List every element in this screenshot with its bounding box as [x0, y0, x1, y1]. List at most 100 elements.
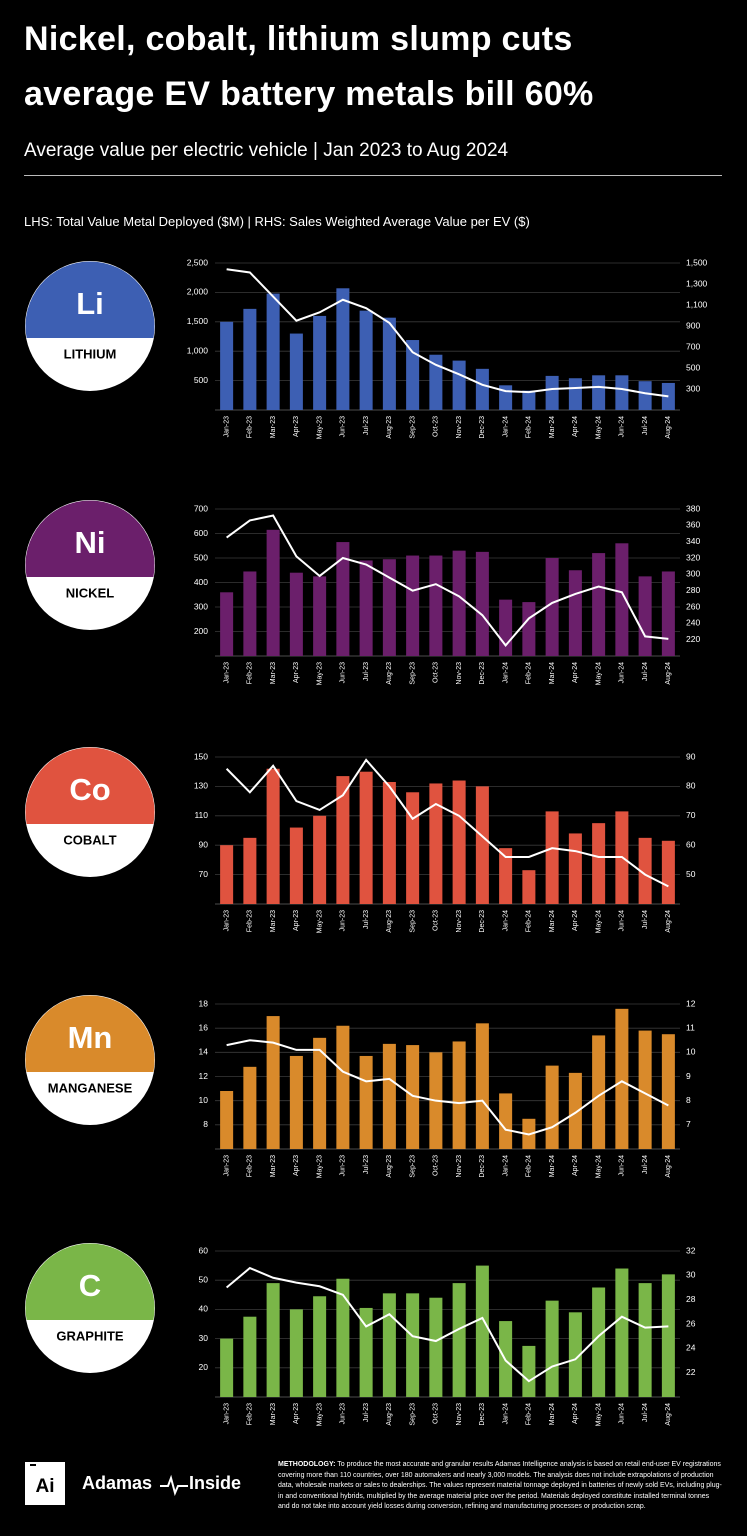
- badge-top: [25, 261, 155, 338]
- bar: [638, 837, 652, 904]
- bar: [429, 555, 443, 656]
- x-tick-label: Jul-23: [363, 1403, 370, 1422]
- y2-tick-label: 360: [686, 520, 700, 530]
- x-tick-label: Apr-24: [572, 1403, 579, 1424]
- x-tick-label: Aug-24: [665, 1403, 672, 1426]
- badge-top: [25, 995, 155, 1072]
- x-tick-label: Aug-24: [665, 662, 672, 685]
- bar: [522, 602, 536, 656]
- bar: [545, 375, 559, 410]
- badge-label: NICKEL: [66, 585, 114, 600]
- bar: [475, 786, 489, 904]
- x-tick-label: Dec-23: [479, 1403, 486, 1426]
- bar: [220, 1338, 234, 1397]
- y-tick-label: 110: [194, 810, 208, 820]
- bar: [382, 317, 396, 410]
- x-tick-label: Nov-23: [456, 1155, 463, 1178]
- x-tick-label: Feb-23: [247, 416, 254, 438]
- x-tick-label: Apr-23: [293, 662, 300, 683]
- bar: [406, 792, 420, 904]
- y-tick-label: 10: [199, 1095, 209, 1105]
- bar: [359, 1307, 373, 1397]
- x-tick-label: Jul-24: [642, 910, 649, 929]
- x-tick-label: Jun-23: [340, 1155, 347, 1177]
- x-tick-label: Jul-24: [642, 1403, 649, 1422]
- x-tick-label: Aug-24: [665, 910, 672, 933]
- x-tick-label: May-24: [595, 910, 602, 933]
- y2-tick-label: 9: [686, 1071, 691, 1081]
- line: [226, 1039, 669, 1136]
- x-tick-label: Jun-24: [619, 910, 626, 932]
- x-tick-label: Mar-24: [549, 416, 556, 438]
- x-tick-label: Jun-23: [340, 662, 347, 684]
- y2-tick-label: 300: [686, 383, 700, 393]
- x-tick-label: Mar-23: [270, 1403, 277, 1425]
- bar: [475, 551, 489, 656]
- bar: [406, 1293, 420, 1397]
- x-tick-label: Oct-23: [433, 662, 440, 683]
- bar: [243, 837, 257, 904]
- x-tick-label: Oct-23: [433, 910, 440, 931]
- bar: [592, 1035, 606, 1149]
- bar: [289, 1055, 303, 1149]
- bar: [592, 375, 606, 410]
- bar: [592, 1287, 606, 1397]
- line: [226, 268, 669, 398]
- y-tick-label: 200: [194, 626, 208, 636]
- x-tick-label: Apr-23: [293, 910, 300, 931]
- brand: Inside: [189, 1473, 242, 1493]
- y2-tick-label: 22: [686, 1367, 696, 1377]
- bar: [266, 293, 280, 410]
- x-tick-label: Sep-23: [409, 1155, 416, 1178]
- x-tick-label: Feb-23: [247, 662, 254, 684]
- x-tick-label: Jan-23: [223, 1403, 230, 1425]
- y2-tick-label: 10: [686, 1047, 696, 1057]
- x-tick-label: Jan-24: [502, 910, 509, 932]
- x-tick-label: May-23: [316, 910, 323, 933]
- badge-label: LITHIUM: [64, 346, 117, 361]
- bar: [313, 1037, 327, 1149]
- y2-tick-label: 7: [686, 1119, 691, 1129]
- x-tick-label: Jan-23: [223, 662, 230, 684]
- y2-tick-label: 220: [686, 634, 700, 644]
- x-tick-label: Mar-24: [549, 1403, 556, 1425]
- bar: [499, 1093, 513, 1149]
- y-tick-label: 70: [199, 869, 209, 879]
- x-tick-label: Feb-24: [526, 416, 533, 438]
- y-tick-label: 8: [203, 1119, 208, 1129]
- bar: [289, 827, 303, 904]
- logo-box: Ai: [25, 1462, 65, 1505]
- y-tick-label: 150: [194, 751, 208, 761]
- bar: [382, 781, 396, 904]
- y-tick-label: 30: [199, 1333, 209, 1343]
- y2-tick-label: 500: [686, 362, 700, 372]
- x-tick-label: Feb-23: [247, 1403, 254, 1425]
- x-tick-label: Sep-23: [409, 910, 416, 933]
- y2-tick-label: 260: [686, 601, 700, 611]
- bar: [220, 592, 234, 656]
- y-tick-label: 600: [194, 528, 208, 538]
- x-tick-label: Jan-24: [502, 416, 509, 438]
- x-tick-label: Dec-23: [479, 416, 486, 439]
- title-line: Nickel, cobalt, lithium slump cuts: [24, 20, 573, 58]
- x-tick-label: Jul-23: [363, 910, 370, 929]
- y2-tick-label: 30: [686, 1270, 696, 1280]
- bar: [475, 1023, 489, 1149]
- x-tick-label: Nov-23: [456, 910, 463, 933]
- x-tick-label: Jul-23: [363, 1155, 370, 1174]
- y-tick-label: 60: [199, 1245, 209, 1255]
- bar: [499, 848, 513, 904]
- axis-note: LHS: Total Value Metal Deployed ($M) | R…: [24, 214, 530, 229]
- y-tick-label: 500: [194, 552, 208, 562]
- bar: [243, 571, 257, 656]
- bar: [266, 768, 280, 904]
- badge-label: GRAPHITE: [56, 1328, 124, 1343]
- y2-tick-label: 340: [686, 536, 700, 546]
- x-tick-label: Nov-23: [456, 1403, 463, 1426]
- x-tick-label: Dec-23: [479, 662, 486, 685]
- y-tick-label: 2,500: [187, 257, 209, 267]
- y2-tick-label: 1,500: [686, 257, 708, 267]
- y2-tick-label: 320: [686, 552, 700, 562]
- y-tick-label: 40: [199, 1304, 209, 1314]
